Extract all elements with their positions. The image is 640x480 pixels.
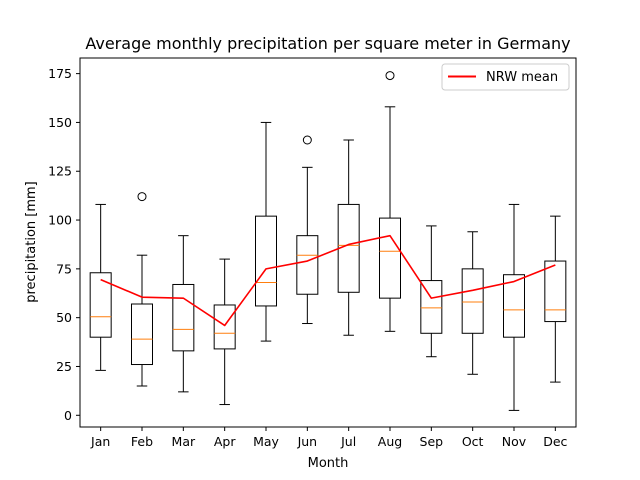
box — [255, 215, 277, 307]
x-axis-label: Month — [308, 456, 349, 471]
y-tick-label: 50 — [56, 310, 72, 325]
chart-title: Average monthly precipitation per square… — [85, 34, 570, 53]
plot-area: 0 25 50 75 100 125 150 175 Jan Feb Mar Apr May Jun Jul… — [48, 57, 577, 449]
x-tick-label: Apr — [214, 434, 236, 449]
box — [461, 268, 484, 334]
x-tick-label: Jul — [340, 434, 356, 449]
box — [213, 304, 236, 350]
y-tick-label: 175 — [48, 66, 72, 81]
outlier-point — [137, 192, 147, 202]
y-tick-label: 0 — [64, 408, 72, 423]
y-tick-label: 25 — [56, 359, 72, 374]
x-tick-label: Sep — [420, 434, 444, 449]
x-tick-label: Jun — [297, 434, 318, 449]
outlier-point — [302, 135, 312, 145]
y-tick-label: 150 — [48, 115, 72, 130]
x-tick-label: Feb — [131, 434, 153, 449]
axes-frame — [79, 57, 577, 428]
x-tick-label: Jan — [90, 434, 110, 449]
box — [379, 217, 401, 299]
x-tick-label: Mar — [172, 434, 196, 449]
legend-frame — [441, 63, 570, 91]
nrw-mean-line — [100, 234, 556, 327]
box — [172, 283, 195, 352]
y-axis-label: precipitation [mm] — [24, 181, 39, 303]
box — [296, 235, 319, 295]
box — [337, 203, 360, 293]
y-tick-label: 100 — [48, 213, 72, 228]
legend-label-nrw-mean: NRW mean — [486, 70, 558, 85]
x-tick-label: Aug — [378, 434, 402, 449]
legend: NRW mean — [441, 63, 570, 91]
box — [503, 274, 525, 338]
outlier-point — [385, 71, 395, 81]
box — [420, 280, 443, 334]
x-tick-label: Nov — [502, 434, 527, 449]
x-tick-label: Dec — [543, 434, 567, 449]
y-tick-label: 125 — [48, 164, 72, 179]
x-tick-label: May — [253, 434, 279, 449]
box — [89, 272, 112, 338]
x-tick-label: Oct — [462, 434, 484, 449]
y-tick-label: 75 — [56, 261, 72, 276]
box — [131, 303, 153, 366]
box — [544, 260, 567, 323]
